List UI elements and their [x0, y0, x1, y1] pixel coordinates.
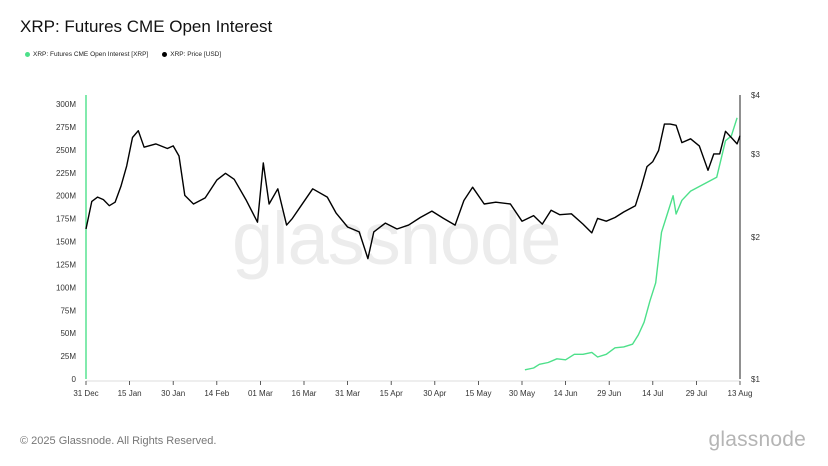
x-axis-tick-label: 13 Aug	[728, 389, 753, 398]
x-axis-tick-label: 29 Jun	[597, 389, 621, 398]
left-axis-tick-label: 175M	[56, 215, 76, 224]
brand-logo-text: glassnode	[708, 428, 806, 451]
x-axis-tick-label: 16 Mar	[292, 389, 317, 398]
left-axis-tick-label: 300M	[56, 100, 76, 109]
x-axis-tick-label: 14 Jun	[554, 389, 578, 398]
left-axis-tick-label: 200M	[56, 192, 76, 201]
price-line	[85, 123, 741, 260]
right-axis-tick-label: $2	[751, 233, 760, 242]
left-axis-tick-label: 150M	[56, 238, 76, 247]
x-axis-tick-label: 14 Feb	[204, 389, 229, 398]
legend-dot-open-interest	[25, 52, 30, 57]
x-axis-tick-label: 30 Jan	[161, 389, 185, 398]
legend-dot-price	[162, 52, 168, 57]
x-axis-tick-label: 15 Apr	[380, 389, 403, 398]
copyright-footer: © 2025 Glassnode. All Rights Reserved.	[20, 435, 217, 447]
legend-label-open-interest: XRP: Futures CME Open Interest [XRP]	[33, 51, 149, 58]
left-axis-tick-label: 125M	[56, 260, 76, 269]
x-axis-tick-label: 29 Jul	[686, 389, 708, 398]
x-axis-tick-label: 31 Mar	[335, 389, 360, 398]
chart-title: XRP: Futures CME Open Interest	[20, 17, 273, 36]
left-axis-tick-label: 225M	[56, 169, 76, 178]
x-axis-tick-label: 31 Dec	[73, 389, 98, 398]
x-axis-tick-label: 30 May	[509, 389, 535, 398]
left-axis-tick-label: 25M	[60, 352, 76, 361]
right-axis-tick-label: $3	[751, 150, 760, 159]
chart-legend: XRP: Futures CME Open Interest [XRP] XRP…	[25, 51, 221, 58]
legend-item-open-interest[interactable]: XRP: Futures CME Open Interest [XRP]	[25, 51, 148, 58]
left-axis-tick-label: 275M	[56, 123, 76, 132]
x-axis-tick-label: 15 Jan	[118, 389, 142, 398]
left-axis-tick-label: 250M	[56, 146, 76, 155]
right-axis-tick-label: $4	[751, 91, 760, 100]
legend-label-price: XRP: Price [USD]	[170, 51, 222, 58]
open-interest-line	[524, 117, 738, 371]
left-axis-tick-label: 0	[72, 375, 77, 384]
left-axis-tick-label: 75M	[60, 306, 76, 315]
left-axis-tick-label: 50M	[60, 329, 76, 338]
x-axis-tick-label: 15 May	[465, 389, 491, 398]
x-axis-tick-label: 01 Mar	[248, 389, 273, 398]
right-axis-tick-label: $1	[751, 375, 760, 384]
left-axis-tick-label: 100M	[56, 283, 76, 292]
legend-item-price[interactable]: XRP: Price [USD]	[162, 51, 221, 58]
x-axis-tick-label: 30 Apr	[423, 389, 446, 398]
x-axis-tick-label: 14 Jul	[642, 389, 664, 398]
